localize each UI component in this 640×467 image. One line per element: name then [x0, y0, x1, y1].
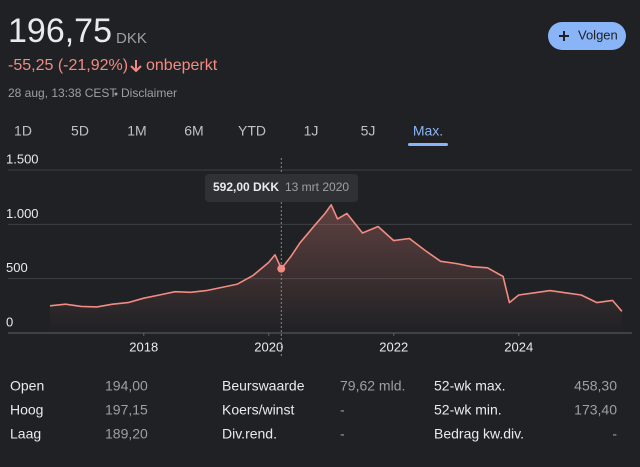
tab[interactable]: 1M	[127, 123, 146, 139]
stat-value: 79,62 mld.	[340, 378, 405, 394]
down-arrow	[130, 60, 142, 73]
stat-value: -	[340, 402, 345, 418]
price: 196,75	[8, 12, 112, 50]
currency: DKK	[116, 30, 147, 47]
y-tick-label: 500	[6, 260, 28, 275]
stat-value: -	[612, 426, 617, 442]
area	[50, 204, 622, 333]
tab[interactable]: 1J	[304, 123, 319, 139]
price-change: -55,25 (-21,92%)	[8, 57, 128, 74]
button-label[interactable]: Volgen	[578, 27, 618, 42]
x-tick-label: 2022	[379, 339, 408, 354]
stat-label: 52-wk min.	[434, 402, 502, 418]
x-tick-label: 2018	[129, 339, 158, 354]
tab[interactable]: Max.	[413, 123, 443, 139]
stat-value: 194,00	[105, 378, 148, 394]
x-tick-label: 2024	[504, 339, 533, 354]
follow-button[interactable]: Volgen	[548, 22, 626, 50]
stat-value: 197,15	[105, 402, 148, 418]
stat-value: 458,30	[574, 378, 617, 394]
tab[interactable]: 5D	[71, 123, 89, 139]
y-tick-label: 1.000	[6, 206, 39, 221]
tooltip	[205, 174, 358, 202]
stat-label: Koers/winst	[222, 402, 294, 418]
x-tick-label: 2020	[254, 339, 283, 354]
disclaimer[interactable]: Disclaimer	[121, 86, 177, 100]
highlight-point	[277, 264, 286, 273]
stat-label: 52-wk max.	[434, 378, 506, 394]
stat-label: Bedrag kw.div.	[434, 426, 524, 442]
active-tab-indicator	[408, 143, 448, 146]
tab[interactable]: 6M	[184, 123, 203, 139]
stat-label: Open	[10, 378, 44, 394]
stat-value: 189,20	[105, 426, 148, 442]
y-tick-label: 0	[6, 314, 13, 329]
tab[interactable]: 5J	[361, 123, 376, 139]
tab[interactable]: 1D	[14, 123, 32, 139]
stat-value: -	[340, 426, 345, 442]
separator	[114, 92, 118, 96]
timestamp: 28 aug, 13:38 CEST	[8, 86, 117, 100]
y-tick-label: 1.500	[6, 151, 39, 166]
price-line	[49, 204, 623, 312]
stat-label: Beurswaarde	[222, 378, 305, 394]
tooltip-date: 13 mrt 2020	[285, 180, 349, 194]
stat-label: Div.rend.	[222, 426, 277, 442]
tab[interactable]: YTD	[238, 123, 266, 139]
plus-icon	[559, 31, 569, 41]
period: onbeperkt	[146, 57, 218, 74]
stat-label: Hoog	[10, 402, 43, 418]
tooltip-value: 592,00 DKK	[213, 180, 279, 194]
stat-label: Laag	[10, 426, 41, 442]
button-bg[interactable]	[548, 22, 626, 50]
stat-value: 173,40	[574, 402, 617, 418]
